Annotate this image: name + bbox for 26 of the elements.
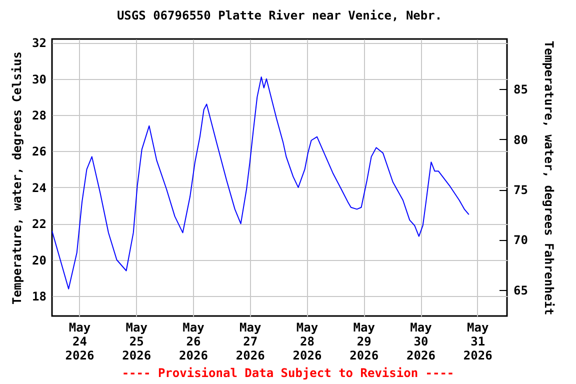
y-tick-label: 18 [32,290,46,304]
y2-tick-label: 80 [514,132,528,147]
y2-tick-label: 70 [514,233,528,248]
y2-tick-label: 65 [514,283,528,298]
x-tick-label: May 25 2026 [122,320,152,362]
y-tick-label: 22 [32,217,46,232]
y-tick-label: 28 [32,108,46,123]
x-tick-label: May 29 2026 [350,320,379,362]
x-tick-label: May 30 2026 [406,320,436,362]
text: ---- Provisional Data Subject to Revision ---- [120,366,456,380]
y-tick-label: 30 [32,72,46,86]
y-tick-label: 32 [32,36,46,50]
x-tick-label: May 31 2026 [463,320,492,362]
y-axis-title: Temperature, water, degrees Celsius [10,52,24,304]
y2-tick-label: 75 [514,183,528,198]
x-tick-label: May 24 2026 [65,320,94,362]
x-tick-label: May 26 2026 [179,320,208,362]
y-tick-label: 20 [32,253,46,268]
line-series [52,76,470,290]
chart-title: USGS 06796550 Platte River near Venice, Nebr. [116,8,442,23]
x-tick-label: May 28 2026 [292,320,322,362]
y-tick-label: 26 [32,144,46,159]
y-tick-label: 24 [32,180,46,195]
x-tick-label: May 27 2026 [236,320,265,362]
y2-tick-label: 85 [514,82,528,97]
y2-axis-title: Temperature, water, degrees Fahrenheit [542,40,556,316]
